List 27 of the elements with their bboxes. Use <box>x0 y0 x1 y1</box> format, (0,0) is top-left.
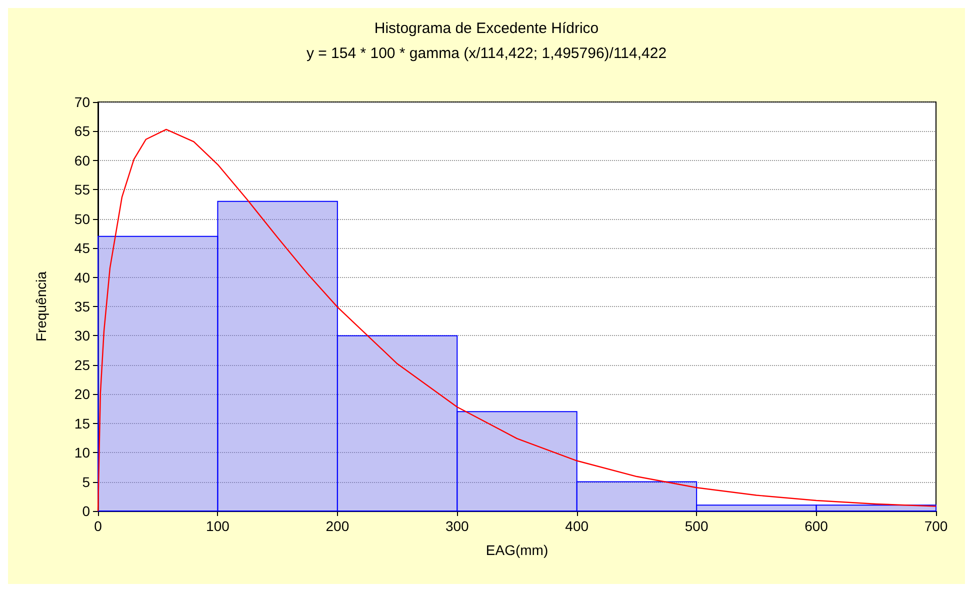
y-tick-label: 45 <box>74 240 90 256</box>
y-tick-label: 15 <box>74 415 90 432</box>
y-tick-label: 60 <box>74 152 90 168</box>
x-tick-label: 700 <box>924 518 948 534</box>
x-tick-label: 600 <box>804 518 828 534</box>
x-axis-title: EAG(mm) <box>486 542 548 558</box>
y-tick-label: 25 <box>74 356 90 373</box>
x-tick-label: 0 <box>94 518 102 534</box>
y-tick-label: 0 <box>82 503 90 519</box>
x-tick-label: 400 <box>565 518 589 534</box>
x-tick-label: 500 <box>684 518 708 534</box>
y-tick-label: 55 <box>74 182 90 198</box>
x-tick-label: 300 <box>445 518 470 534</box>
chart-subtitle: y = 154 * 100 * gamma (x/114,422; 1,495796)/114,422 <box>306 45 667 62</box>
y-tick-label: 70 <box>74 94 90 110</box>
y-axis-title: Frequência <box>33 271 49 342</box>
y-tick-label: 40 <box>74 269 90 286</box>
y-tick-label: 50 <box>74 210 90 227</box>
chart-title: Histograma de Excedente Hídrico <box>374 20 599 37</box>
y-tick-label: 30 <box>74 328 90 344</box>
y-tick-label: 10 <box>74 444 90 461</box>
y-tick-label: 5 <box>82 474 90 490</box>
y-tick-label: 65 <box>74 123 90 140</box>
y-tick-label: 35 <box>74 298 90 314</box>
x-tick-label: 100 <box>206 518 230 534</box>
x-tick-label: 200 <box>326 518 350 534</box>
y-tick-label: 20 <box>74 386 90 402</box>
